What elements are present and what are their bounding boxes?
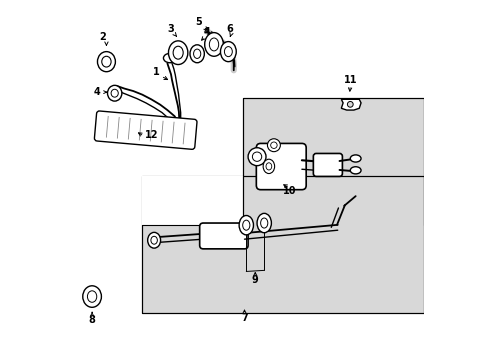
Ellipse shape xyxy=(97,51,115,72)
Ellipse shape xyxy=(87,291,97,302)
FancyBboxPatch shape xyxy=(313,153,342,176)
Ellipse shape xyxy=(190,45,204,63)
Polygon shape xyxy=(341,99,360,110)
Ellipse shape xyxy=(220,41,236,62)
Ellipse shape xyxy=(102,56,111,67)
Text: 12: 12 xyxy=(144,130,158,140)
Ellipse shape xyxy=(270,142,277,148)
Ellipse shape xyxy=(147,232,160,248)
Ellipse shape xyxy=(107,85,122,101)
Ellipse shape xyxy=(151,236,157,244)
Ellipse shape xyxy=(349,167,360,174)
Text: 3: 3 xyxy=(167,24,174,35)
Ellipse shape xyxy=(257,213,271,233)
FancyBboxPatch shape xyxy=(199,223,247,249)
Ellipse shape xyxy=(267,139,280,152)
Ellipse shape xyxy=(209,38,218,51)
Ellipse shape xyxy=(111,89,118,97)
Text: 6: 6 xyxy=(226,24,233,35)
Ellipse shape xyxy=(168,41,187,64)
Ellipse shape xyxy=(252,152,261,161)
FancyBboxPatch shape xyxy=(256,143,305,190)
Text: 7: 7 xyxy=(241,313,247,323)
Ellipse shape xyxy=(173,46,183,59)
Ellipse shape xyxy=(346,102,352,107)
Bar xyxy=(142,176,242,225)
Ellipse shape xyxy=(82,286,101,307)
Text: 5: 5 xyxy=(195,17,202,27)
Bar xyxy=(142,176,423,313)
Ellipse shape xyxy=(163,53,176,63)
FancyBboxPatch shape xyxy=(94,111,197,149)
Text: 4: 4 xyxy=(94,87,101,97)
Ellipse shape xyxy=(247,148,265,166)
Ellipse shape xyxy=(263,159,274,174)
Bar xyxy=(242,98,423,225)
Ellipse shape xyxy=(193,49,201,58)
Ellipse shape xyxy=(260,218,267,228)
Ellipse shape xyxy=(224,46,232,57)
Ellipse shape xyxy=(349,155,360,162)
Ellipse shape xyxy=(265,163,271,170)
Ellipse shape xyxy=(204,33,223,56)
Text: 1: 1 xyxy=(153,67,160,77)
Text: 8: 8 xyxy=(88,315,95,325)
Text: 9: 9 xyxy=(251,275,258,285)
Text: 10: 10 xyxy=(282,186,295,197)
Text: 2: 2 xyxy=(99,32,106,41)
Ellipse shape xyxy=(239,216,253,235)
Text: 4: 4 xyxy=(203,27,210,37)
Text: 11: 11 xyxy=(344,75,357,85)
Ellipse shape xyxy=(242,220,249,230)
